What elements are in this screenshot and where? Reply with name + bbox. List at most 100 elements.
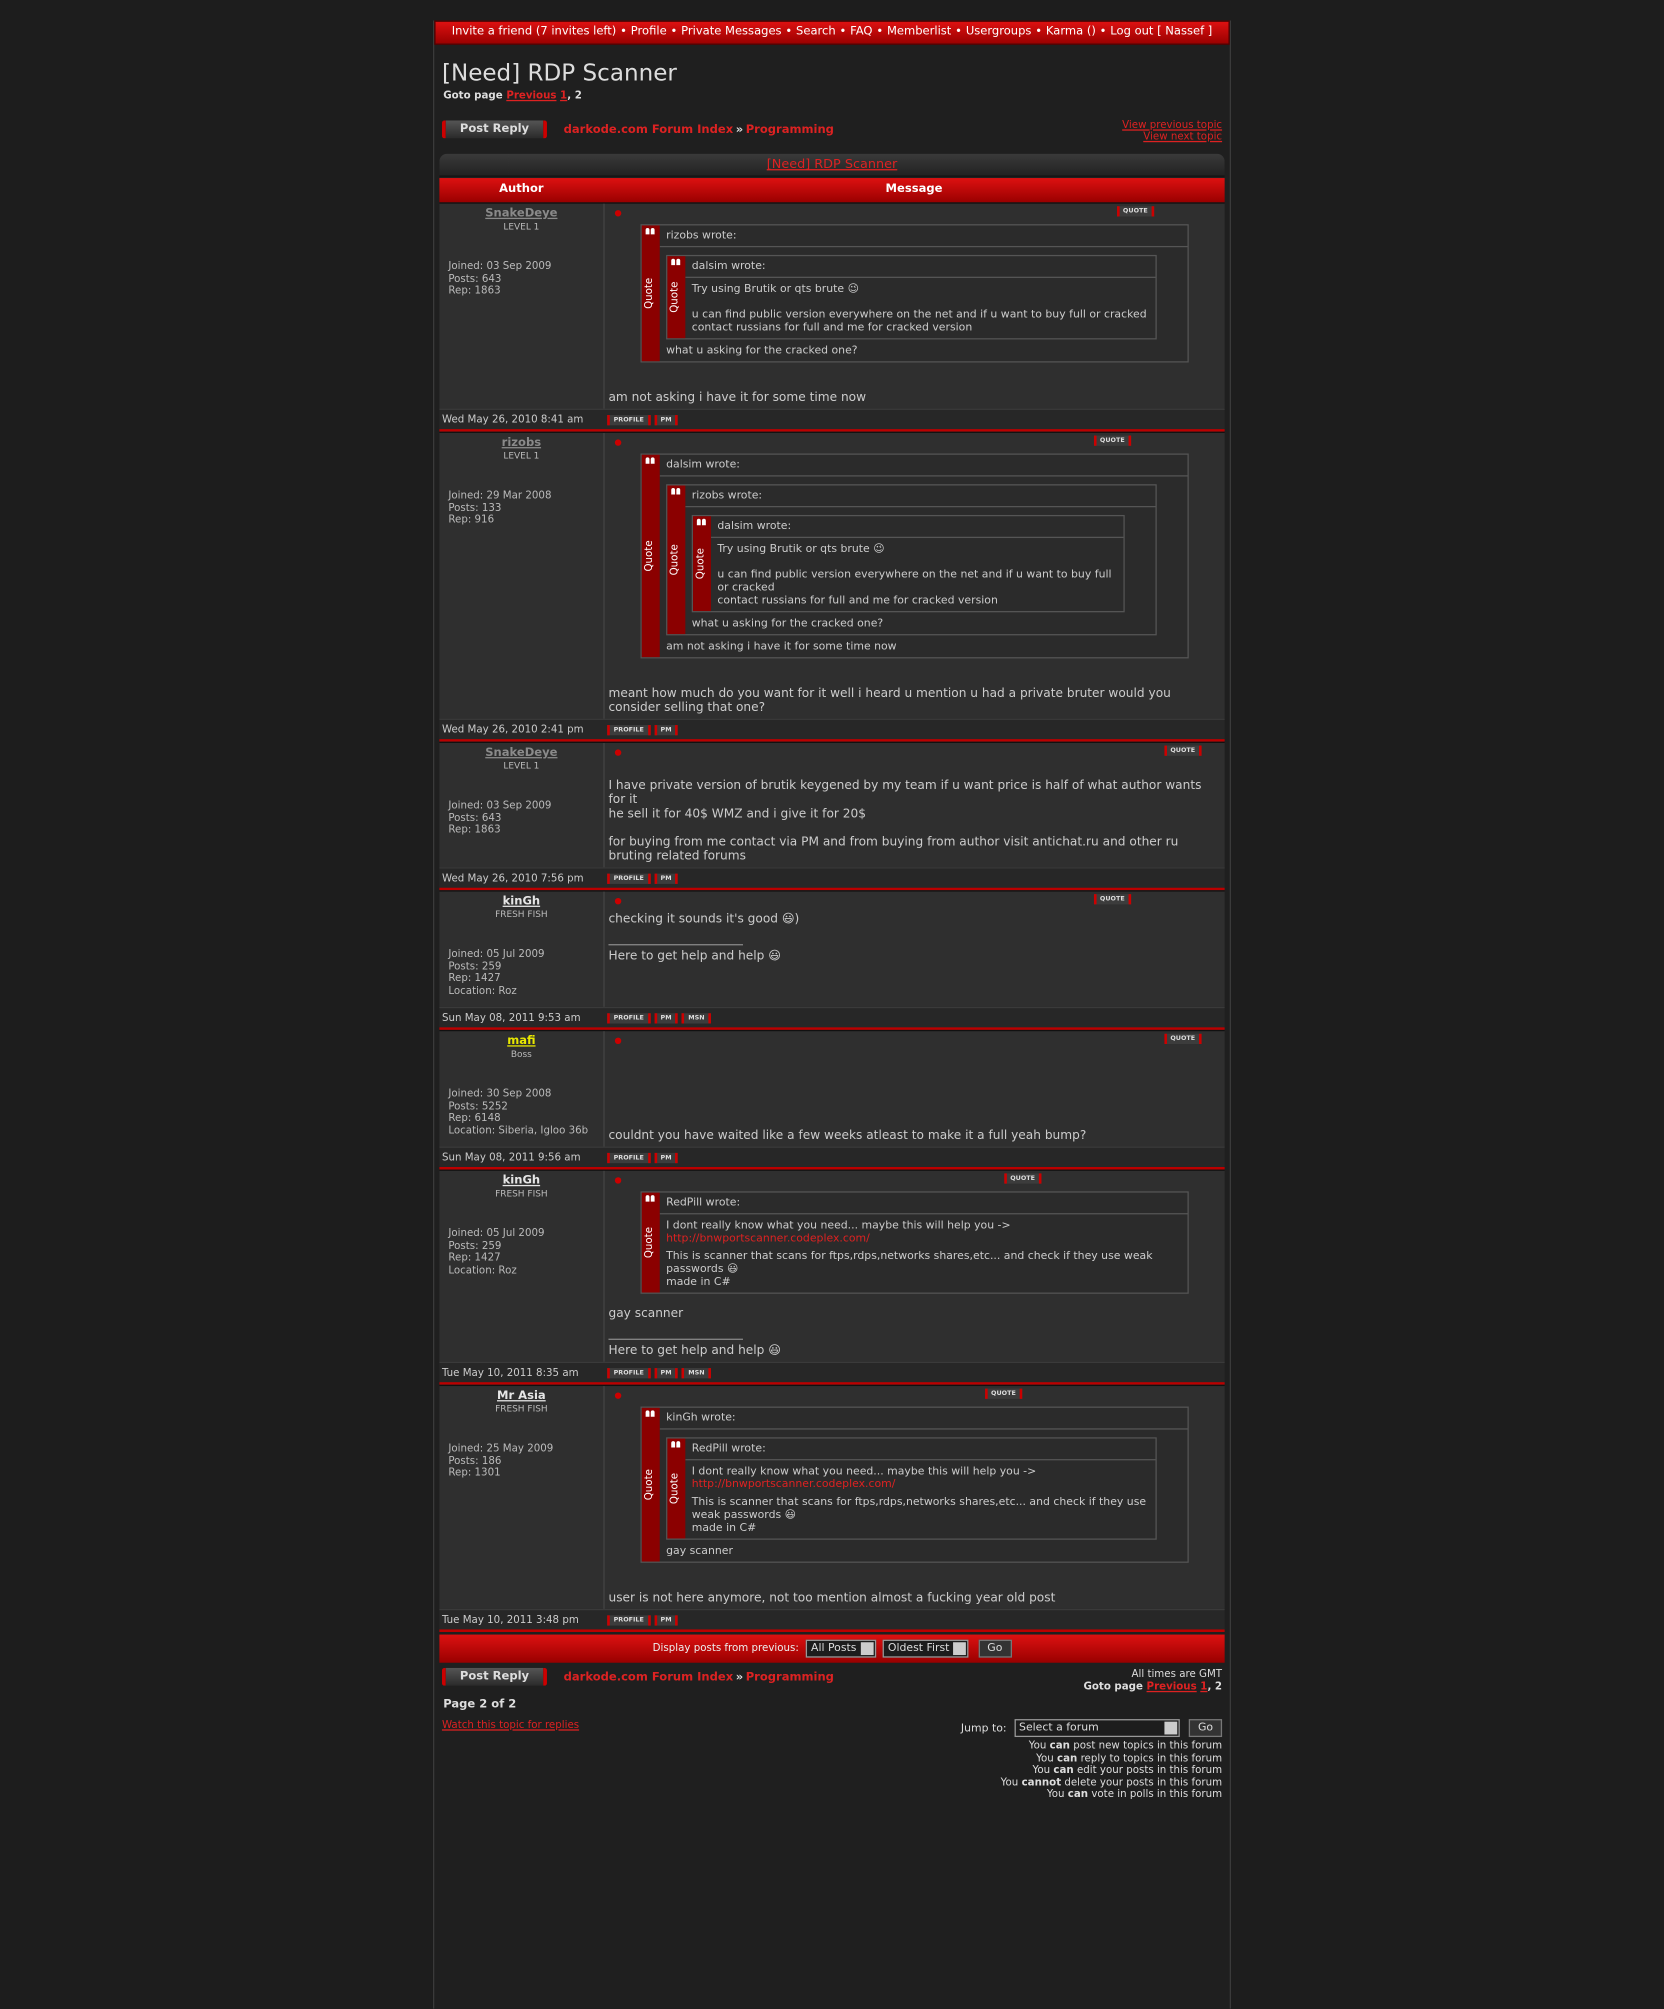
quote-button[interactable]: QUOTE [1116, 206, 1155, 217]
post-button[interactable]: PROFILE [607, 1012, 651, 1023]
post-icon [614, 749, 622, 756]
forum-select[interactable]: Select a forum [1013, 1719, 1180, 1738]
next-topic-link[interactable]: View next topic [1143, 130, 1223, 143]
page-number[interactable]: 1 [1200, 1680, 1208, 1693]
topic-title: [Need] RDP Scanner [441, 60, 677, 88]
breadcrumb: darkode.com Forum Index» Programming [564, 1672, 834, 1685]
previous-topic-link[interactable]: View previous topic [1122, 119, 1223, 131]
author-name[interactable]: kinGh [502, 895, 541, 909]
quote-button[interactable]: QUOTE [984, 1388, 1023, 1399]
post-date: Tue May 10, 2011 3:48 pm [441, 1614, 579, 1626]
author-name[interactable]: Mr Asia [497, 1389, 546, 1403]
post-button[interactable]: PROFILE [607, 1367, 651, 1378]
post-date: Sun May 08, 2011 9:53 am [441, 1011, 581, 1024]
quote-block: Quote rizobs wrote: Quote dalsim wrote: Try … [666, 484, 1157, 636]
author-name[interactable]: mafi [507, 1035, 536, 1048]
post-button[interactable]: MSN [681, 1012, 712, 1023]
post-link[interactable]: http://bnwportscanner.codeplex.com/ [666, 1232, 870, 1246]
go-button[interactable]: Go [978, 1639, 1012, 1657]
author-info: Joined: 25 May 2009 Posts: 186 Rep: 1301 [448, 1442, 603, 1479]
post-text: I dont really know what you need... mayb… [666, 1219, 1011, 1233]
nav-link[interactable]: Profile [630, 25, 667, 39]
post-button[interactable]: PM [654, 1367, 679, 1378]
display-options: Display posts from previous: All Posts O… [439, 1634, 1225, 1663]
post-author: SnakeDeye LEVEL 1 Joined: 03 Sep 2009 Posts… [439, 203, 605, 409]
nav-link[interactable]: Usergroups [965, 25, 1032, 39]
period-select[interactable]: All Posts [805, 1639, 876, 1657]
author-name[interactable]: SnakeDeye [485, 207, 558, 221]
forum-link[interactable]: Programming [745, 124, 834, 138]
author-name[interactable]: kinGh [502, 1174, 541, 1188]
quote-label: Quote [643, 1469, 655, 1501]
post-button[interactable]: PROFILE [607, 724, 651, 735]
quote-author: RedPill wrote: [685, 1439, 1156, 1461]
forum-index-link[interactable]: darkode.com Forum Index [563, 1671, 734, 1685]
post-author: SnakeDeye LEVEL 1 Joined: 03 Sep 2009 Posts… [439, 742, 605, 868]
watch-link[interactable]: Watch this topic for replies [441, 1719, 580, 1731]
quote-block: Quote dalsim wrote: Try using Brutik or qt… [691, 514, 1125, 613]
permission-subject: You [1000, 1776, 1019, 1788]
post-button[interactable]: PROFILE [607, 873, 651, 884]
quote-author: rizobs wrote: [659, 225, 1188, 248]
forum-index-link[interactable]: darkode.com Forum Index [563, 124, 734, 138]
author-info: Joined: 05 Jul 2009 Posts: 259 Rep: 1427 Lo… [448, 948, 603, 997]
author-info: Joined: 05 Jul 2009 Posts: 259 Rep: 1427 Lo… [448, 1227, 603, 1276]
post-author: mafi Boss Joined: 30 Sep 2008 Posts: 5252 Re… [439, 1031, 605, 1147]
quote-bar: Quote [641, 454, 660, 658]
nav-link[interactable]: Search [796, 25, 836, 39]
author-name[interactable]: rizobs [501, 436, 542, 450]
quote-button[interactable]: QUOTE [1003, 1173, 1042, 1184]
author-name[interactable]: SnakeDeye [485, 746, 558, 760]
post-text: I have private version of brutik keygene… [608, 778, 1202, 864]
post-reply-button[interactable]: Post Reply [441, 120, 547, 139]
timezone-block: All times are GMT Goto page Previous 1, … [1083, 1668, 1222, 1694]
post-button[interactable]: PM [654, 1614, 679, 1625]
post-button[interactable]: PM [654, 873, 679, 884]
page-separator: , [1207, 1680, 1212, 1693]
quote-block: Quote rizobs wrote: Quote dalsim wrote: Try … [640, 224, 1189, 363]
page-number[interactable]: 1 [560, 89, 568, 102]
author-info-line: Joined: 25 May 2009 [448, 1442, 554, 1454]
previous-page-link[interactable]: Previous [506, 89, 557, 102]
author-info-line: Joined: 03 Sep 2009 [448, 260, 552, 272]
nav-link[interactable]: Invite a friend (7 invites left) [451, 25, 617, 39]
goto-page: Goto page Previous 1, 2 [443, 90, 1230, 102]
nav-separator: • [876, 25, 884, 39]
permission-line: You cannot delete your posts in this for… [1001, 1776, 1222, 1788]
jump-go-button[interactable]: Go [1189, 1719, 1223, 1738]
nav-link[interactable]: Memberlist [886, 25, 952, 39]
signature-text: Here to get help and help 😃 [608, 949, 781, 964]
post-text: couldnt you have waited like a few weeks… [608, 1128, 1087, 1143]
order-select[interactable]: Oldest First [882, 1639, 969, 1657]
forum-column: Invite a friend (7 invites left) • Profile… [432, 20, 1232, 2009]
quote-button[interactable]: QUOTE [1093, 894, 1132, 905]
post-button[interactable]: PM [654, 1012, 679, 1023]
quote-button[interactable]: QUOTE [1093, 435, 1132, 446]
nav-link[interactable]: Karma () [1045, 25, 1096, 39]
nav-link[interactable]: Private Messages [681, 25, 782, 39]
forum-link[interactable]: Programming [745, 1671, 834, 1685]
permission-text: reply to topics in this forum [1080, 1751, 1223, 1764]
topic-link[interactable]: [Need] RDP Scanner [766, 157, 898, 172]
nav-separator: • [620, 25, 627, 39]
post-link[interactable]: http://bnwportscanner.codeplex.com/ [691, 1478, 896, 1492]
nav-link[interactable]: Log out [ Nassef ] [1110, 25, 1213, 39]
previous-page-link[interactable]: Previous [1146, 1680, 1197, 1693]
quote-block: Quote RedPill wrote: I dont really know wh… [666, 1437, 1157, 1540]
post-button[interactable]: PM [654, 724, 679, 735]
signature-line [608, 944, 743, 946]
quote-author: kinGh wrote: [659, 1408, 1188, 1430]
nav-link[interactable]: FAQ [850, 25, 873, 39]
post-button[interactable]: PM [654, 1152, 679, 1163]
post-button[interactable]: MSN [681, 1367, 712, 1378]
post-date: Tue May 10, 2011 8:35 am [441, 1366, 579, 1379]
post-reply-button[interactable]: Post Reply [441, 1667, 547, 1686]
post-button[interactable]: PROFILE [607, 1614, 651, 1625]
post-button[interactable]: PROFILE [607, 414, 651, 425]
quote-bar: Quote [667, 1438, 686, 1539]
quote-button[interactable]: QUOTE [1163, 1033, 1202, 1045]
quote-button[interactable]: QUOTE [1163, 745, 1202, 756]
post-button[interactable]: PM [654, 414, 679, 425]
post-button[interactable]: PROFILE [607, 1152, 651, 1163]
